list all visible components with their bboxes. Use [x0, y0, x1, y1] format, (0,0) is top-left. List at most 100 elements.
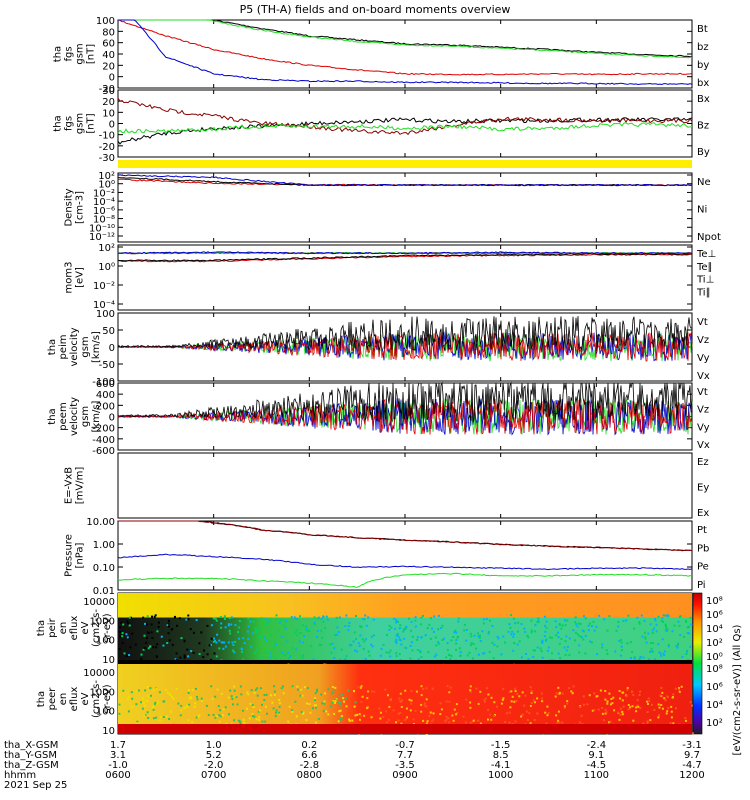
peir-spectrogram-pixel	[667, 645, 670, 648]
peer-spectrogram-pixel	[278, 698, 281, 701]
peir-spectrogram-pixel	[530, 631, 533, 634]
temperature-ylabel: [eV]	[75, 267, 86, 288]
peer-spectrogram-ylabel: (cm2-s-	[91, 680, 102, 718]
peir-spectrogram-pixel	[537, 617, 540, 620]
peer-spectrogram-pixel	[218, 714, 221, 717]
peir-spectrogram-pixel	[626, 642, 629, 645]
peir-spectrogram-pixel	[149, 645, 152, 648]
peer-spectrogram-pixel	[397, 712, 400, 715]
peer-spectrogram-pixel	[444, 720, 447, 723]
peir-spectrogram-pixel	[372, 618, 375, 621]
peer-spectrogram-pixel	[426, 720, 429, 723]
peir-spectrogram-pixel	[545, 639, 547, 642]
peer-spectrogram-pixel	[345, 705, 348, 708]
peir-spectrogram-pixel	[690, 623, 693, 626]
peer-spectrogram-pixel	[405, 717, 408, 720]
peer-spectrogram-pixel	[130, 691, 133, 694]
fgs-ylabel: fgs	[64, 46, 75, 61]
peer-spectrogram-low-energy-band	[118, 724, 692, 734]
peer-spectrogram-pixel	[425, 687, 428, 690]
peir-spectrogram-pixel	[536, 646, 539, 649]
peer-spectrogram-band-high	[118, 664, 692, 689]
peir-spectrogram-pixel	[252, 632, 254, 635]
fgs-ytick-label: 0	[109, 73, 115, 84]
peer-spectrogram-pixel	[475, 687, 478, 690]
peir-spectrogram-pixel	[685, 621, 687, 624]
peer-spectrogram-pixel	[611, 702, 614, 705]
peir-spectrogram-pixel	[241, 648, 243, 651]
peir-spectrogram-pixel	[347, 625, 350, 628]
peir-spectrogram-pixel	[500, 653, 503, 656]
temperature-series-trace	[117, 251, 692, 255]
peer-spectrogram-pixel	[529, 722, 532, 725]
peer-spectrogram-pixel	[159, 716, 162, 718]
peer-spectrogram-pixel	[180, 704, 183, 707]
peim-velocity-ylabel: tha	[47, 339, 58, 355]
ephemeris-value: 0900	[392, 770, 417, 781]
peer-spectrogram-pixel	[399, 711, 402, 714]
peir-spectrogram-pixel	[419, 651, 422, 654]
peir-spectrogram-pixel	[126, 636, 129, 639]
peir-spectrogram-pixel	[452, 636, 455, 638]
peer-spectrogram-pixel	[621, 699, 624, 702]
peer-spectrogram-pixel	[239, 721, 242, 724]
peir-spectrogram-pixel	[129, 646, 132, 649]
peer-spectrogram-pixel	[580, 714, 583, 717]
peir-spectrogram-pixel	[140, 653, 143, 656]
fgs-ylabel: [nT]	[86, 44, 97, 64]
peir-spectrogram-pixel	[488, 651, 491, 654]
peer-spectrogram-pixel	[216, 688, 219, 691]
peer-spectrogram-pixel	[632, 693, 635, 696]
peir-spectrogram-pixel	[400, 643, 403, 646]
peir-spectrogram-pixel	[547, 646, 550, 649]
peir-spectrogram-pixel	[289, 655, 292, 657]
peir-spectrogram-pixel	[470, 635, 473, 638]
peer-spectrogram-pixel	[185, 705, 188, 708]
peer-spectrogram-pixel	[211, 698, 214, 701]
peir-spectrogram-pixel	[651, 631, 654, 634]
peir-spectrogram-pixel	[492, 657, 495, 660]
peir-spectrogram-pixel	[686, 632, 689, 634]
peir-spectrogram-pixel	[479, 640, 482, 642]
peer-spectrogram-pixel	[638, 693, 641, 696]
peir-spectrogram-pixel	[302, 641, 304, 644]
peer-spectrogram-pixel	[366, 697, 369, 700]
peer-spectrogram-pixel	[533, 719, 536, 721]
peir-spectrogram-pixel	[398, 627, 401, 630]
peir-spectrogram-pixel	[291, 647, 294, 650]
peer-spectrogram-pixel	[162, 716, 165, 718]
peer-spectrogram-pixel	[653, 708, 656, 711]
peim-velocity-ylabel: velocity	[69, 327, 80, 366]
peir-spectrogram-pixel	[580, 636, 583, 639]
peer-spectrogram-ylabel: eV	[80, 692, 91, 705]
peir-spectrogram-pixel	[414, 616, 417, 619]
peer-spectrogram-pixel	[334, 698, 337, 701]
peer-spectrogram-pixel	[275, 711, 277, 714]
peer-spectrogram-pixel	[189, 696, 192, 698]
peer-spectrogram-pixel	[672, 696, 674, 698]
peir-spectrogram-pixel	[470, 644, 473, 646]
peir-spectrogram-pixel	[183, 640, 186, 643]
peir-spectrogram-pixel	[454, 629, 457, 632]
peer-spectrogram-pixel	[449, 686, 452, 689]
peir-spectrogram-pixel	[129, 616, 132, 619]
peir-spectrogram-pixel	[215, 619, 218, 622]
peer-spectrogram-pixel	[153, 703, 156, 706]
peer-spectrogram-pixel	[566, 700, 569, 703]
peir-spectrogram-pixel	[589, 640, 592, 643]
peir-spectrogram-pixel	[232, 644, 235, 646]
peir-spectrogram-pixel	[140, 658, 143, 661]
temperature-ytick-label: 10⁻⁴	[93, 300, 115, 311]
peer-spectrogram-pixel	[398, 697, 401, 700]
peir-spectrogram-pixel	[582, 638, 585, 641]
peer-spectrogram-pixel	[387, 694, 389, 697]
peir-spectrogram-pixel	[405, 625, 408, 628]
peer-spectrogram-pixel	[445, 700, 448, 703]
peer-spectrogram-pixel	[525, 710, 528, 713]
peim-velocity-legend-1: Vz	[697, 335, 709, 346]
peer-spectrogram-pixel	[188, 697, 191, 700]
peir-spectrogram-pixel	[496, 645, 499, 648]
peer-spectrogram-pixel	[432, 718, 435, 721]
pressure-series-Pe	[117, 572, 693, 588]
